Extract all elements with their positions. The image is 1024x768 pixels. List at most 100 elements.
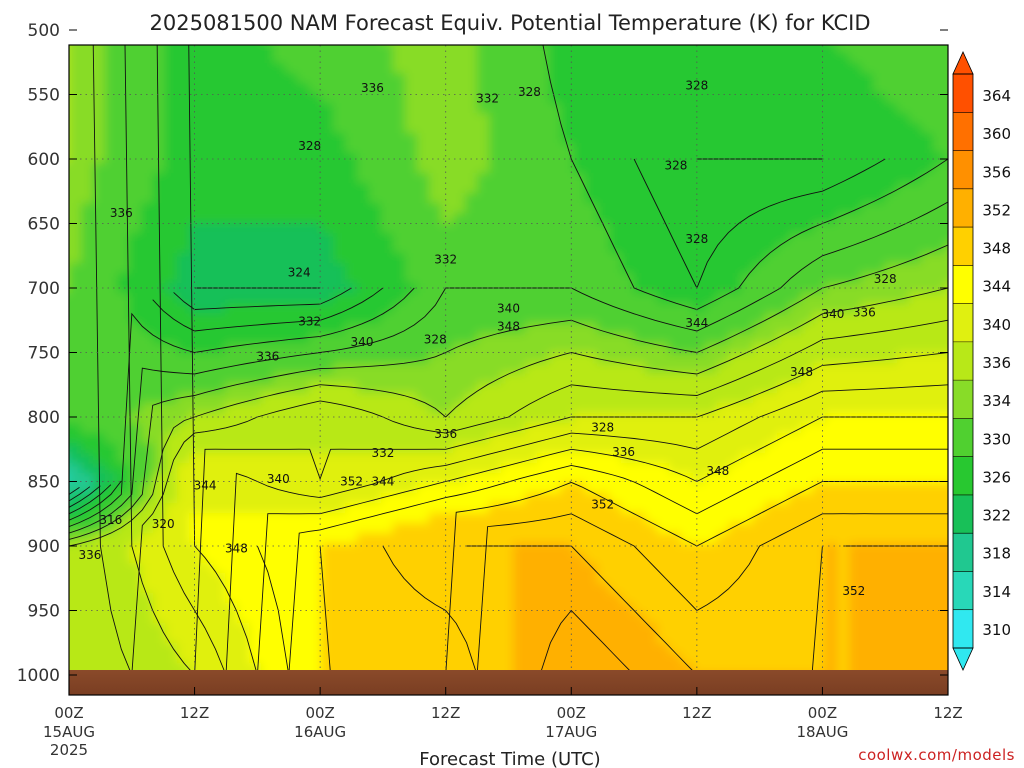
field-cell [717,303,730,314]
field-cell [861,613,874,624]
field-cell [489,403,502,414]
field-cell [621,563,634,574]
field-cell [465,613,478,624]
field-cell [261,283,274,294]
field-cell [801,293,814,304]
field-cell [765,93,778,104]
field-cell [837,593,850,604]
field-cell [549,453,562,464]
field-cell [429,283,442,294]
field-cell [621,83,634,94]
field-cell [477,493,490,504]
field-cell [597,103,610,114]
field-cell [177,503,190,514]
field-cell [369,213,382,224]
field-cell [309,163,322,174]
field-cell [489,193,502,204]
field-cell [933,543,946,554]
field-cell [765,183,778,194]
field-cell [213,263,226,274]
field-cell [621,533,634,544]
field-cell [453,613,466,624]
field-cell [141,393,154,404]
field-cell [333,433,346,444]
field-cell [717,613,730,624]
field-cell [273,483,286,494]
field-cell [945,263,948,274]
field-cell [105,173,118,184]
field-cell [825,463,838,474]
field-cell [273,603,286,614]
field-cell [585,513,598,524]
field-cell [837,203,850,214]
field-cell [81,143,94,154]
field-cell [213,643,226,654]
field-cell [669,643,682,654]
field-cell [117,523,130,534]
field-cell [441,513,454,524]
field-cell [657,563,670,574]
field-cell [345,623,358,634]
field-cell [129,373,142,384]
field-cell [645,573,658,584]
field-cell [429,573,442,584]
field-cell [249,453,262,464]
field-cell [525,573,538,584]
field-cell [237,653,250,664]
field-cell [657,573,670,584]
field-cell [897,593,910,604]
field-cell [117,173,130,184]
field-cell [369,353,382,364]
field-cell [405,533,418,544]
field-cell [417,523,430,534]
field-cell [861,183,874,194]
field-cell [453,213,466,224]
field-cell [141,233,154,244]
field-cell [369,45,382,54]
field-cell [69,323,82,334]
field-cell [477,53,490,64]
field-cell [885,213,898,224]
field-cell [369,523,382,534]
field-cell [657,443,670,454]
field-cell [693,473,706,484]
field-cell [561,213,574,224]
field-cell [117,603,130,614]
field-cell [177,493,190,504]
field-cell [369,323,382,334]
field-cell [261,253,274,264]
field-cell [165,183,178,194]
field-cell [369,563,382,574]
field-cell [945,143,948,154]
field-cell [117,653,130,664]
field-cell [873,363,886,374]
field-cell [681,203,694,214]
field-cell [177,303,190,314]
field-cell [81,113,94,124]
field-cell [93,643,106,654]
field-cell [909,233,922,244]
field-cell [321,423,334,434]
field-cell [441,313,454,324]
field-cell [297,353,310,364]
field-cell [213,413,226,424]
field-cell [285,173,298,184]
field-cell [549,543,562,554]
field-cell [597,373,610,384]
field-cell [273,593,286,604]
field-cell [177,653,190,664]
field-cell [333,443,346,454]
field-cell [573,103,586,114]
field-cell [117,553,130,564]
field-cell [309,363,322,374]
field-cell [753,333,766,344]
field-cell [153,323,166,334]
field-cell [273,193,286,204]
field-cell [465,353,478,364]
field-cell [213,593,226,604]
field-cell [813,663,826,674]
field-cell [501,523,514,534]
field-cell [849,603,862,614]
field-cell [681,433,694,444]
field-cell [597,593,610,604]
